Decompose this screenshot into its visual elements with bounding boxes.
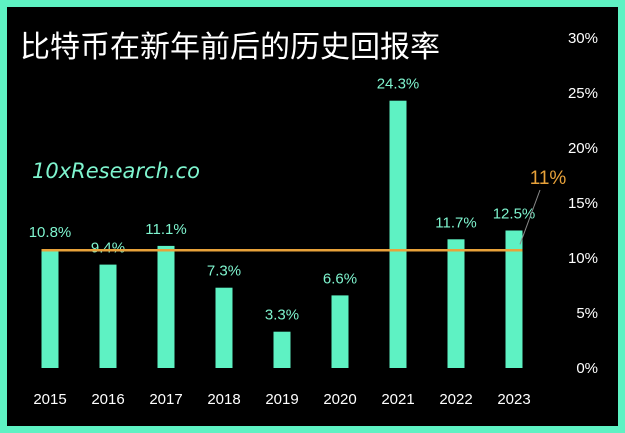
data-labels-group: 10.8% 9.4% 11.1% 7.3% 3.3% 6.6% 24.3% 11.7% 12.5… [29,76,536,324]
bar [331,295,349,368]
average-label: 11% [530,168,567,189]
bar [447,239,465,368]
x-tick-label: 2022 [439,391,472,408]
data-label: 7.3% [207,263,241,280]
y-tick-label: 0% [576,360,598,377]
x-tick-label: 2021 [381,391,414,408]
x-tick-label: 2015 [33,391,66,408]
x-tick-label: 2023 [497,391,530,408]
x-axis: 2015 2016 2017 2018 2019 2020 2021 2022 2023 [33,391,530,408]
y-tick-label: 15% [568,195,598,212]
x-tick-label: 2016 [91,391,124,408]
data-label: 10.8% [29,224,72,241]
data-label: 11.7% [435,214,476,231]
x-tick-label: 2019 [265,391,298,408]
bar [273,331,291,368]
watermark-text: 10xResearch.co [32,159,200,183]
x-tick-label: 2020 [323,391,356,408]
data-label: 9.4% [91,240,125,257]
y-tick-label: 30% [568,30,598,47]
x-tick-label: 2017 [149,391,182,408]
y-tick-label: 10% [568,250,598,267]
data-label: 11.1% [145,221,186,238]
chart-title: 比特币在新年前后的历史回报率 [20,30,440,65]
data-label: 12.5% [493,206,536,223]
bar [99,264,117,368]
data-label: 24.3% [377,76,420,93]
y-tick-label: 20% [568,140,598,157]
bar [215,287,233,368]
bar [505,230,523,368]
y-tick-label: 5% [576,305,598,322]
bars-group [41,100,523,368]
data-label: 3.3% [265,307,299,324]
y-tick-label: 25% [568,85,598,102]
bar [41,249,59,368]
data-label: 6.6% [323,270,357,287]
x-tick-label: 2018 [207,391,240,408]
average-group: 11% [41,168,567,252]
bar [157,245,175,368]
y-axis: 0% 5% 10% 15% 20% 25% 30% [568,30,598,377]
bar [389,100,407,368]
average-callout-line [519,189,541,245]
